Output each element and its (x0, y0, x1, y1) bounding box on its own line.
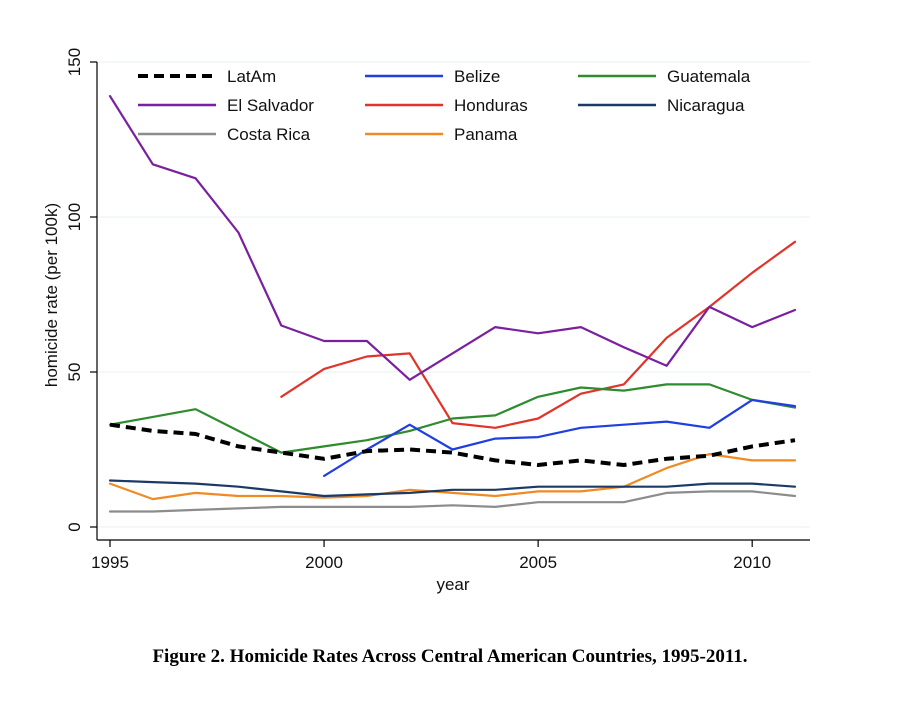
y-tick-label: 0 (65, 522, 84, 531)
gridlines (97, 61, 810, 528)
series-line-costa-rica (108, 490, 797, 513)
x-tick-label: 2010 (733, 553, 771, 572)
y-axis-title: homicide rate (per 100k) (42, 203, 61, 387)
y-tick-label: 50 (65, 363, 84, 382)
y-tick-label: 150 (65, 48, 84, 76)
plot-region-background (88, 28, 832, 618)
series-line-nicaragua (108, 479, 797, 498)
legend-label: Costa Rica (227, 125, 311, 144)
legend-label: Honduras (454, 96, 528, 115)
series-line-latam (109, 422, 796, 467)
series-line-guatemala (108, 383, 797, 454)
x-tick-label: 2005 (519, 553, 557, 572)
series-line-belize (323, 398, 797, 477)
y-tick-label: 100 (65, 203, 84, 231)
legend: LatAm Belize Guatemala El Salvador Honduras N… (138, 67, 751, 144)
legend-label: Belize (454, 67, 500, 86)
legend-label: Panama (454, 125, 518, 144)
legend-label: Guatemala (667, 67, 751, 86)
x-tick-label: 1995 (91, 553, 129, 572)
series-line-el-salvador (108, 94, 797, 381)
series-line-panama (108, 453, 797, 501)
x-axis-title: year (436, 575, 469, 594)
series-lines (108, 94, 797, 513)
x-tick-label: 2000 (305, 553, 343, 572)
legend-label: LatAm (227, 67, 276, 86)
axes: 0 50 100 150 1995 2000 2005 2010 (65, 48, 810, 572)
legend-label: El Salvador (227, 96, 314, 115)
legend-label: Nicaragua (667, 96, 745, 115)
figure-caption: Figure 2. Homicide Rates Across Central … (152, 646, 748, 667)
